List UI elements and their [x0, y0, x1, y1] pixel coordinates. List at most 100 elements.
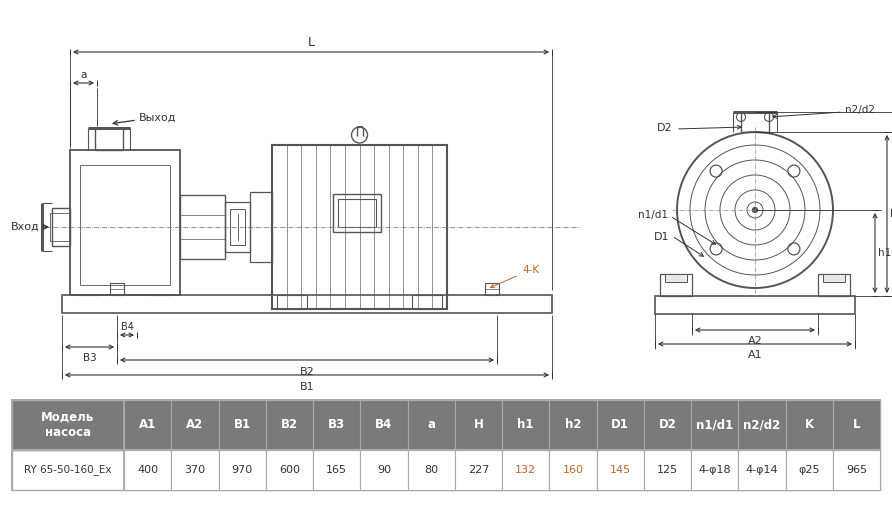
Bar [50, 213, 70, 241]
Bar [485, 283, 499, 295]
Text: a: a [427, 419, 435, 431]
Bar [12, 400, 880, 490]
Bar [225, 202, 250, 252]
Bar [334, 194, 381, 232]
Text: a: a [80, 70, 87, 80]
Bar [360, 400, 408, 450]
Bar [786, 450, 833, 490]
Bar [338, 199, 376, 227]
Text: D1: D1 [654, 232, 669, 242]
Bar [313, 450, 360, 490]
Text: RY 65-50-160_Ex: RY 65-50-160_Ex [24, 465, 112, 475]
Bar [660, 274, 692, 296]
Text: B4: B4 [376, 419, 392, 431]
Text: Модель
насоса: Модель насоса [41, 411, 95, 439]
Bar [455, 400, 502, 450]
Text: D1: D1 [611, 419, 629, 431]
Text: h2: h2 [565, 419, 581, 431]
Bar [412, 295, 442, 309]
Text: 4-φ18: 4-φ18 [698, 465, 731, 475]
Text: A2: A2 [186, 419, 203, 431]
Text: H: H [474, 419, 483, 431]
Bar [739, 400, 786, 450]
Text: Выход: Выход [139, 113, 177, 123]
Text: A1: A1 [139, 419, 156, 431]
Bar [124, 400, 171, 450]
Bar [219, 400, 266, 450]
Bar [597, 450, 644, 490]
Text: 965: 965 [846, 465, 867, 475]
Bar [408, 450, 455, 490]
Bar [12, 450, 880, 490]
Bar [823, 274, 845, 282]
Bar [219, 450, 266, 490]
Text: h1: h1 [517, 419, 534, 431]
Text: Вход: Вход [12, 222, 40, 232]
Bar [12, 400, 124, 450]
Bar [266, 400, 313, 450]
Text: 227: 227 [467, 465, 489, 475]
Text: A2: A2 [747, 336, 763, 346]
Text: B2: B2 [300, 367, 314, 377]
Text: 125: 125 [657, 465, 678, 475]
Text: 90: 90 [376, 465, 391, 475]
Bar [110, 283, 124, 295]
Text: 400: 400 [137, 465, 158, 475]
Bar [52, 208, 70, 246]
Bar [272, 145, 447, 309]
Bar [95, 128, 123, 150]
Text: n2/d2: n2/d2 [743, 419, 780, 431]
Bar [739, 450, 786, 490]
Bar [360, 450, 408, 490]
Bar [818, 274, 850, 296]
Bar [597, 400, 644, 450]
Text: B3: B3 [83, 353, 96, 363]
Text: B1: B1 [234, 419, 251, 431]
Text: 160: 160 [562, 465, 583, 475]
Text: n1/d1: n1/d1 [638, 210, 668, 220]
Text: 4-K: 4-K [491, 265, 539, 288]
Text: B1: B1 [300, 382, 314, 392]
Bar [408, 400, 455, 450]
Text: 970: 970 [232, 465, 252, 475]
Bar [549, 450, 597, 490]
Text: h1: h1 [879, 248, 892, 258]
Bar [741, 112, 769, 132]
Bar [250, 192, 272, 262]
Text: 145: 145 [609, 465, 631, 475]
Bar [502, 400, 549, 450]
Text: 370: 370 [185, 465, 205, 475]
Bar [833, 450, 880, 490]
Bar [12, 400, 880, 450]
Text: B4: B4 [120, 322, 134, 332]
Bar [644, 400, 691, 450]
Bar [124, 450, 171, 490]
Bar [691, 400, 739, 450]
Text: h2: h2 [890, 209, 892, 219]
Bar [691, 450, 739, 490]
Text: 4-φ14: 4-φ14 [746, 465, 778, 475]
Bar [62, 295, 552, 313]
Bar [171, 400, 219, 450]
Bar [70, 150, 180, 295]
Bar [313, 400, 360, 450]
Text: B3: B3 [328, 419, 345, 431]
Text: 80: 80 [424, 465, 438, 475]
Text: φ25: φ25 [798, 465, 820, 475]
Text: n1/d1: n1/d1 [696, 419, 733, 431]
Bar [655, 296, 855, 314]
Bar [502, 450, 549, 490]
Text: 132: 132 [515, 465, 536, 475]
Text: L: L [853, 419, 860, 431]
Bar [455, 450, 502, 490]
Text: 165: 165 [326, 465, 347, 475]
Text: B2: B2 [281, 419, 298, 431]
Text: D2: D2 [658, 419, 676, 431]
Text: n2/d2: n2/d2 [845, 105, 875, 115]
Text: K: K [805, 419, 814, 431]
Bar [277, 295, 307, 309]
Text: D2: D2 [657, 123, 672, 133]
Bar [549, 400, 597, 450]
Text: 600: 600 [279, 465, 300, 475]
Circle shape [753, 208, 757, 212]
